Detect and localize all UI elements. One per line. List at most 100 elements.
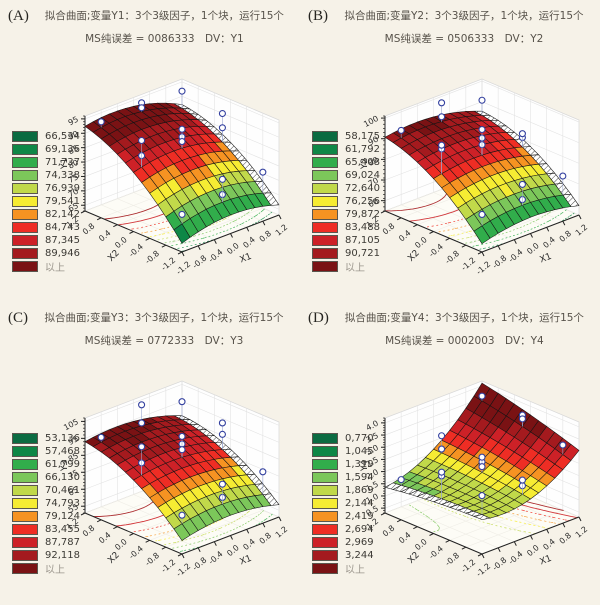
svg-text:0.4: 0.4 [241, 234, 257, 249]
legend-label: 76,939 [45, 183, 80, 194]
svg-text:0.0: 0.0 [413, 235, 429, 250]
svg-text:0.8: 0.8 [381, 523, 397, 538]
svg-text:95: 95 [67, 114, 80, 127]
svg-text:0.8: 0.8 [258, 228, 274, 243]
legend-item: 74,793 [12, 498, 80, 509]
plot-title: 拟合曲面;变量Y1：3个3级因子，1个块，运行15个 [44, 10, 284, 22]
legend-item: 57,468 [12, 446, 80, 457]
legend-item: 3,244 [312, 550, 374, 561]
legend-item: 79,124 [12, 511, 80, 522]
svg-text:-0.8: -0.8 [491, 253, 509, 270]
legend-swatch [12, 248, 38, 259]
legend-label: 87,105 [345, 235, 380, 246]
legend-label: 58,175 [345, 131, 380, 142]
legend-label: 69,024 [345, 170, 380, 181]
legend-label: 74,338 [45, 170, 80, 181]
legend-label: 87,787 [45, 537, 80, 548]
panel-d: (D) 拟合曲面;变量Y4：3个3级因子，1个块，运行15个 MS纯误差 = 0… [300, 302, 600, 605]
legend-item: 84,743 [12, 222, 80, 233]
legend-item: 69,024 [312, 170, 380, 181]
svg-text:X2: X2 [106, 248, 121, 263]
legend-item: 2,969 [312, 537, 374, 548]
svg-text:55: 55 [67, 502, 80, 515]
color-legend: 0,770 1,045 1,319 1,594 1,869 2,144 2,419 2,694… [312, 433, 374, 577]
svg-text:70: 70 [367, 175, 380, 188]
svg-text:-0.8: -0.8 [191, 555, 209, 572]
legend-label: 92,118 [45, 550, 80, 561]
legend-swatch [312, 563, 338, 574]
legend-item: 0,770 [312, 433, 374, 444]
legend-label: 82,142 [45, 209, 80, 220]
legend-item: 1,319 [312, 459, 374, 470]
svg-text:-0.4: -0.4 [507, 549, 525, 566]
legend-label: 以上 [45, 263, 65, 274]
legend-label: 以上 [45, 565, 65, 576]
svg-text:0.0: 0.0 [413, 537, 429, 552]
svg-text:1.2: 1.2 [274, 222, 290, 237]
legend-item: 74,338 [12, 170, 80, 181]
legend-item: 89,946 [12, 248, 80, 259]
svg-text:60: 60 [367, 196, 380, 209]
legend-label: 87,345 [45, 235, 80, 246]
svg-text:65: 65 [67, 201, 80, 214]
legend-swatch [312, 550, 338, 561]
svg-text:0.8: 0.8 [81, 523, 97, 538]
legend-item: 53,136 [12, 433, 80, 444]
svg-text:Y1: Y1 [60, 157, 70, 169]
legend-label: 65,408 [345, 157, 380, 168]
legend-label: 79,872 [345, 209, 380, 220]
svg-text:0.0: 0.0 [113, 537, 129, 552]
svg-text:-1.2: -1.2 [475, 561, 493, 578]
color-legend: 66,534 69,136 71,737 74,338 76,939 79,541 82,1… [12, 131, 80, 275]
legend-label: 83,488 [345, 222, 380, 233]
legend-swatch [312, 170, 338, 181]
svg-text:1.2: 1.2 [274, 524, 290, 539]
svg-text:X1: X1 [538, 553, 553, 567]
svg-text:-0.4: -0.4 [427, 543, 445, 560]
legend-item: 66,130 [12, 472, 80, 483]
svg-text:65: 65 [67, 485, 80, 498]
color-legend: 53,136 57,468 61,799 66,130 70,461 74,793 79,1… [12, 433, 80, 577]
legend-swatch [12, 498, 38, 509]
legend-label: 79,124 [45, 511, 80, 522]
svg-text:4.0: 4.0 [364, 418, 379, 432]
legend-swatch [12, 485, 38, 496]
svg-text:0.0: 0.0 [225, 241, 241, 256]
legend-label: 66,534 [45, 131, 80, 142]
svg-text:105: 105 [62, 417, 80, 432]
legend-swatch [12, 563, 38, 574]
plot-title: 拟合曲面;变量Y4：3个3级因子，1个块，运行15个 [344, 312, 584, 324]
legend-swatch [312, 472, 338, 483]
legend-swatch [312, 485, 338, 496]
legend-swatch [12, 433, 38, 444]
legend-swatch [12, 170, 38, 181]
plot-subtitle: MS纯误差 = 0772333 DV：Y3 [84, 334, 244, 347]
legend-label: 66,130 [45, 472, 80, 483]
svg-text:0.0: 0.0 [113, 235, 129, 250]
legend-swatch [312, 144, 338, 155]
legend-item: 87,787 [12, 537, 80, 548]
svg-text:0.0: 0.0 [525, 241, 541, 256]
legend-swatch [312, 511, 338, 522]
svg-text:-0.8: -0.8 [443, 248, 461, 265]
legend-swatch [312, 235, 338, 246]
legend-label: 70,461 [45, 485, 80, 496]
plot-title: 拟合曲面;变量Y3：3个3级因子，1个块，运行15个 [44, 312, 284, 324]
legend-label: 74,793 [45, 498, 80, 509]
legend-swatch [12, 537, 38, 548]
legend-swatch [12, 524, 38, 535]
legend-swatch [12, 196, 38, 207]
svg-text:80: 80 [67, 157, 80, 170]
plot-subtitle: MS纯误差 = 0506333 DV：Y2 [384, 32, 544, 45]
legend-item: 66,534 [12, 131, 80, 142]
surface-plot: 0.51.01.52.02.53.03.54.0-1.2-1.2-0.8 -0.8… [360, 379, 589, 578]
legend-swatch [12, 157, 38, 168]
svg-text:X2: X2 [406, 248, 421, 263]
legend-swatch [312, 196, 338, 207]
legend-label: 57,468 [45, 446, 80, 457]
svg-text:70: 70 [67, 186, 80, 199]
panel-c: (C) 拟合曲面;变量Y3：3个3级因子，1个块，运行15个 MS纯误差 = 0… [0, 302, 300, 605]
svg-text:-0.4: -0.4 [207, 549, 225, 566]
svg-text:0.8: 0.8 [558, 228, 574, 243]
